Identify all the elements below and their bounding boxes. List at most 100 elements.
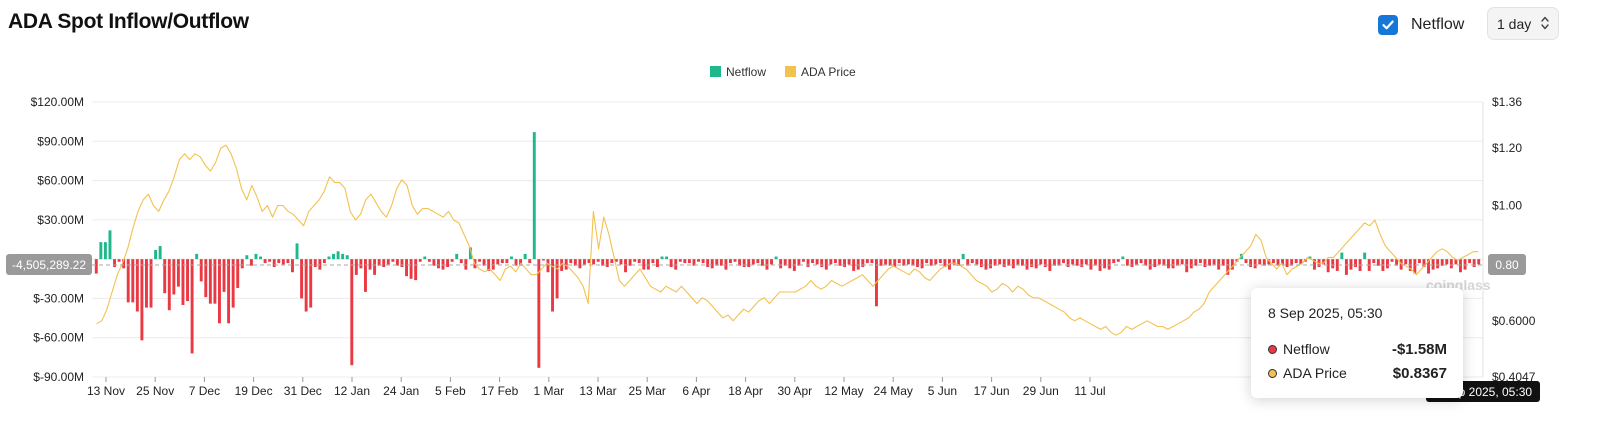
netflow-bar[interactable] — [852, 259, 856, 271]
netflow-bar[interactable] — [614, 259, 618, 262]
netflow-bar[interactable] — [1386, 259, 1389, 269]
netflow-bar[interactable] — [1198, 259, 1202, 264]
netflow-bar[interactable] — [788, 259, 792, 269]
netflow-bar[interactable] — [1062, 259, 1065, 264]
netflow-bar[interactable] — [222, 259, 226, 292]
netflow-bar[interactable] — [665, 256, 669, 260]
netflow-bar[interactable] — [427, 259, 431, 262]
netflow-bar[interactable] — [1230, 259, 1234, 270]
netflow-bar[interactable] — [1094, 259, 1097, 266]
netflow-bar[interactable] — [103, 242, 107, 260]
netflow-bar[interactable] — [377, 259, 381, 266]
netflow-bar[interactable] — [1244, 259, 1248, 264]
netflow-bar[interactable] — [820, 259, 824, 267]
netflow-bar[interactable] — [783, 259, 787, 266]
netflow-bar[interactable] — [537, 259, 541, 368]
netflow-bar[interactable] — [364, 259, 367, 292]
netflow-bar[interactable] — [1262, 259, 1266, 266]
netflow-bar[interactable] — [1112, 259, 1116, 264]
netflow-bar[interactable] — [268, 259, 272, 262]
netflow-bar[interactable] — [295, 243, 299, 260]
netflow-bar[interactable] — [692, 259, 696, 266]
netflow-bar[interactable] — [532, 132, 536, 260]
netflow-bar[interactable] — [450, 259, 454, 262]
netflow-bar[interactable] — [546, 259, 550, 273]
netflow-bar[interactable] — [482, 259, 486, 266]
netflow-bar[interactable] — [747, 259, 751, 267]
netflow-bar[interactable] — [158, 246, 162, 260]
netflow-bar[interactable] — [779, 259, 783, 269]
netflow-bar[interactable] — [774, 256, 778, 260]
netflow-bar[interactable] — [998, 259, 1002, 265]
netflow-bar[interactable] — [719, 259, 723, 266]
netflow-bar[interactable] — [970, 259, 974, 264]
netflow-bar[interactable] — [1089, 259, 1093, 270]
netflow-bar[interactable] — [1221, 259, 1225, 266]
netflow-bar[interactable] — [733, 259, 737, 262]
netflow-bar[interactable] — [811, 259, 815, 264]
netflow-bar[interactable] — [464, 259, 468, 270]
netflow-bar[interactable] — [1226, 259, 1230, 275]
netflow-bar[interactable] — [1299, 259, 1303, 265]
netflow-bar[interactable] — [683, 259, 687, 264]
netflow-checkbox[interactable] — [1378, 15, 1398, 35]
netflow-bar[interactable] — [131, 259, 135, 303]
netflow-bar[interactable] — [1103, 259, 1107, 269]
netflow-bar[interactable] — [770, 259, 773, 265]
netflow-bar[interactable] — [879, 259, 883, 266]
netflow-bar[interactable] — [865, 259, 869, 264]
interval-select[interactable]: 1 day — [1487, 7, 1559, 40]
netflow-bar[interactable] — [943, 259, 947, 267]
netflow-bar[interactable] — [1021, 259, 1024, 266]
netflow-bar[interactable] — [596, 259, 600, 262]
netflow-toggle[interactable]: Netflow — [1378, 11, 1464, 39]
netflow-bar[interactable] — [523, 253, 527, 260]
netflow-bar[interactable] — [135, 259, 139, 312]
netflow-bar[interactable] — [345, 255, 349, 260]
netflow-bar[interactable] — [1472, 259, 1476, 267]
netflow-bar[interactable] — [99, 242, 103, 260]
netflow-bar[interactable] — [528, 259, 532, 264]
netflow-bar[interactable] — [587, 259, 591, 264]
netflow-bar[interactable] — [1130, 259, 1134, 267]
netflow-bar[interactable] — [678, 259, 682, 262]
netflow-bar[interactable] — [957, 259, 961, 266]
netflow-bar[interactable] — [359, 259, 363, 269]
netflow-bar[interactable] — [1034, 259, 1038, 269]
netflow-bar[interactable] — [172, 259, 176, 295]
netflow-bar[interactable] — [199, 259, 203, 282]
netflow-bar[interactable] — [418, 259, 422, 262]
netflow-bar[interactable] — [760, 259, 764, 266]
netflow-bar[interactable] — [715, 259, 719, 266]
netflow-bar[interactable] — [934, 259, 938, 265]
netflow-bar[interactable] — [519, 259, 523, 266]
netflow-bar[interactable] — [1363, 252, 1367, 260]
netflow-bar[interactable] — [1308, 256, 1312, 260]
netflow-bar[interactable] — [1153, 259, 1157, 267]
netflow-bar[interactable] — [500, 259, 504, 264]
netflow-bar[interactable] — [833, 259, 837, 264]
netflow-bar[interactable] — [423, 256, 427, 260]
netflow-bar[interactable] — [336, 251, 340, 260]
netflow-bar[interactable] — [386, 259, 390, 265]
netflow-bar[interactable] — [993, 259, 997, 266]
netflow-bar[interactable] — [1436, 259, 1440, 269]
netflow-bar[interactable] — [838, 259, 842, 266]
netflow-bar[interactable] — [1376, 259, 1380, 266]
netflow-bar[interactable] — [564, 259, 568, 270]
netflow-bar[interactable] — [829, 259, 833, 265]
netflow-bar[interactable] — [1125, 259, 1129, 266]
netflow-bar[interactable] — [1258, 259, 1262, 265]
netflow-bar[interactable] — [1459, 259, 1462, 273]
netflow-bar[interactable] — [263, 259, 267, 264]
netflow-bar[interactable] — [332, 253, 335, 260]
netflow-bar[interactable] — [751, 259, 755, 265]
netflow-bar[interactable] — [906, 259, 910, 265]
netflow-bar[interactable] — [1052, 259, 1056, 266]
netflow-bar[interactable] — [569, 259, 573, 264]
netflow-bar[interactable] — [1144, 259, 1148, 266]
netflow-bar[interactable] — [920, 259, 924, 269]
netflow-bar[interactable] — [1445, 259, 1449, 265]
netflow-bar[interactable] — [514, 259, 518, 266]
netflow-bar[interactable] — [204, 259, 208, 298]
